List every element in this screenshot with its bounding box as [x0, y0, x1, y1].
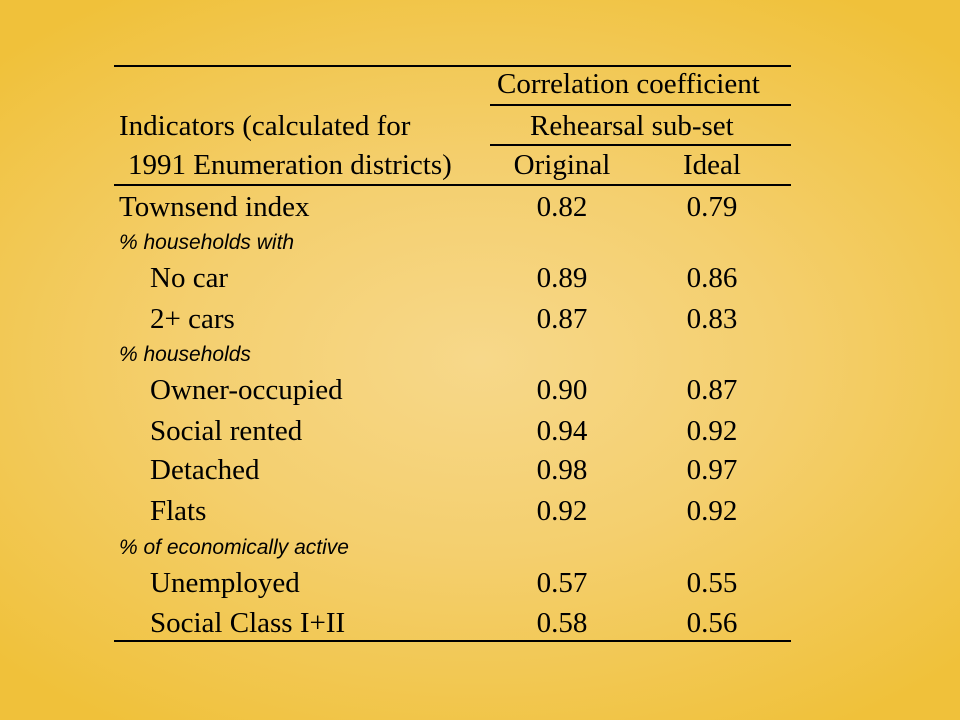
table-bottom-rule	[114, 640, 791, 642]
value-ideal-social-class: 0.56	[686, 607, 738, 639]
value-ideal-owner-occupied: 0.87	[686, 374, 738, 406]
row-label-flats: Flats	[150, 495, 207, 527]
value-ideal-no-car: 0.86	[686, 262, 738, 294]
value-original-social-class: 0.58	[536, 607, 588, 639]
indicators-header-line2: 1991 Enumeration districts)	[128, 149, 452, 181]
indicators-header-line1: Indicators (calculated for	[119, 110, 411, 142]
value-original-social-rented: 0.94	[536, 415, 588, 447]
group-label-households: % households	[119, 343, 251, 366]
subset-header-rule	[490, 144, 791, 146]
row-label-social-rented: Social rented	[150, 415, 303, 447]
correlation-header: Correlation coefficient	[497, 68, 760, 100]
value-ideal-flats: 0.92	[686, 495, 738, 527]
row-label-owner-occupied: Owner-occupied	[150, 374, 343, 406]
value-original-unemployed: 0.57	[536, 567, 588, 599]
table-top-rule	[114, 65, 791, 67]
value-ideal-townsend: 0.79	[686, 191, 738, 223]
value-original-2-cars: 0.87	[536, 303, 588, 335]
row-label-social-class: Social Class I+II	[150, 607, 346, 639]
value-ideal-2-cars: 0.83	[686, 303, 738, 335]
value-original-no-car: 0.89	[536, 262, 588, 294]
value-original-townsend: 0.82	[536, 191, 588, 223]
group-label-households-with: % households with	[119, 231, 295, 254]
value-ideal-social-rented: 0.92	[686, 415, 738, 447]
correlation-header-rule	[490, 104, 791, 106]
column-header-original: Original	[513, 149, 611, 181]
row-label-detached: Detached	[150, 454, 260, 486]
value-original-flats: 0.92	[536, 495, 588, 527]
row-label-2-cars: 2+ cars	[150, 303, 235, 335]
value-ideal-detached: 0.97	[686, 454, 738, 486]
column-header-ideal: Ideal	[683, 149, 741, 181]
value-original-detached: 0.98	[536, 454, 588, 486]
value-original-owner-occupied: 0.90	[536, 374, 588, 406]
row-label-townsend: Townsend index	[119, 191, 310, 223]
row-label-unemployed: Unemployed	[150, 567, 300, 599]
value-ideal-unemployed: 0.55	[686, 567, 738, 599]
row-label-no-car: No car	[150, 262, 229, 294]
group-label-economically-active: % of economically active	[119, 536, 349, 559]
header-bottom-rule	[114, 184, 791, 186]
subset-header: Rehearsal sub-set	[530, 110, 734, 142]
